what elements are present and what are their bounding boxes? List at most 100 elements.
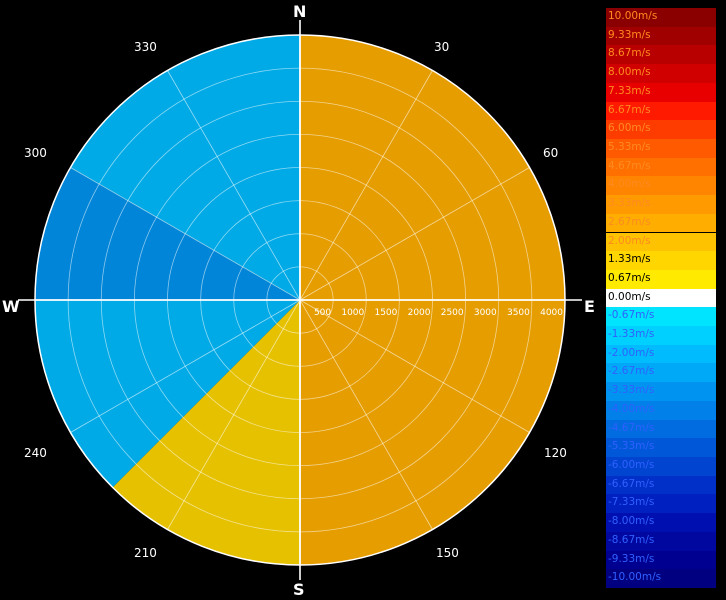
legend-row: 1.33m/s <box>606 251 722 270</box>
velocity-color-legend: 10.00m/s 9.33m/s 8.67m/s 8.00m/s 7.33m/s 6.67… <box>606 8 722 588</box>
legend-label: -3.33m/s <box>608 384 655 397</box>
legend-swatch <box>606 531 716 551</box>
legend-label: 8.00m/s <box>608 66 651 79</box>
legend-swatch <box>606 475 716 495</box>
legend-swatch <box>606 45 716 65</box>
range-label-2000: 2000 <box>408 308 431 318</box>
legend-swatch <box>606 251 716 270</box>
azimuth-label-150: 150 <box>436 546 459 560</box>
legend-swatch <box>606 157 716 177</box>
range-label-1000: 1000 <box>341 308 364 318</box>
legend-swatch <box>606 419 716 439</box>
legend-swatch <box>606 307 716 327</box>
azimuth-spoke-120 <box>299 299 530 433</box>
legend-swatch <box>606 382 716 401</box>
legend-swatch <box>606 494 716 514</box>
legend-swatch <box>606 195 716 214</box>
velocity-sector-4 <box>35 167 300 300</box>
legend-label: 2.67m/s <box>608 215 651 228</box>
legend-label: 8.67m/s <box>608 47 651 60</box>
legend-row: 7.33m/s <box>606 82 722 102</box>
azimuth-label-240: 240 <box>24 446 47 460</box>
legend-label: -9.33m/s <box>608 552 655 565</box>
range-label-1500: 1500 <box>374 308 397 318</box>
radar-ppi-display: 500 1000 1500 2000 2500 3000 3500 4000 <box>18 20 582 580</box>
legend-row: 8.00m/s <box>606 64 722 83</box>
velocity-sector-3 <box>35 300 300 488</box>
velocity-sector-0 <box>300 35 565 300</box>
compass-east-label: E <box>584 297 595 316</box>
legend-row: 6.67m/s <box>606 101 722 121</box>
legend-label: -2.00m/s <box>608 346 655 359</box>
legend-swatch <box>606 138 716 158</box>
legend-row: -10.00m/s <box>606 569 722 588</box>
legend-swatch <box>606 26 716 46</box>
legend-label: 9.33m/s <box>608 28 651 41</box>
legend-row: -2.00m/s <box>606 344 722 364</box>
legend-label: 2.00m/s <box>608 234 651 247</box>
legend-label: 5.33m/s <box>608 140 651 153</box>
legend-label: 4.00m/s <box>608 178 651 191</box>
legend-swatch <box>606 400 716 420</box>
legend-label: 10.00m/s <box>608 10 658 22</box>
legend-swatch <box>606 64 716 83</box>
legend-swatch <box>606 176 716 196</box>
legend-label: 3.33m/s <box>608 197 651 210</box>
azimuth-spoke-300 <box>70 167 301 301</box>
legend-row: -8.67m/s <box>606 531 722 551</box>
legend-label: -6.67m/s <box>608 477 655 490</box>
range-label-3000: 3000 <box>474 308 497 318</box>
legend-row: 9.33m/s <box>606 26 722 46</box>
legend-swatch <box>606 326 716 345</box>
legend-row: 2.00m/s <box>606 232 722 252</box>
legend-swatch <box>606 269 716 289</box>
legend-label: -6.00m/s <box>608 459 655 472</box>
legend-label: -10.00m/s <box>608 571 662 584</box>
legend-row: 8.67m/s <box>606 45 722 65</box>
legend-row: -6.00m/s <box>606 457 722 476</box>
legend-row: -7.33m/s <box>606 494 722 514</box>
range-labels: 500 1000 1500 2000 2500 3000 3500 4000 <box>314 308 563 318</box>
legend-row: 0.00m/s <box>606 288 722 308</box>
legend-label: 6.00m/s <box>608 122 651 135</box>
azimuth-label-60: 60 <box>543 146 559 160</box>
azimuth-spoke-30 <box>299 70 433 301</box>
azimuth-label-30: 30 <box>434 40 450 54</box>
compass-west-label: W <box>2 297 20 316</box>
legend-label: 6.67m/s <box>608 103 651 116</box>
legend-row: -1.33m/s <box>606 326 722 345</box>
legend-row: -6.67m/s <box>606 475 722 495</box>
azimuth-spoke-210 <box>167 299 301 530</box>
legend-swatch <box>606 513 716 532</box>
range-label-500: 500 <box>314 308 331 318</box>
legend-label: -4.67m/s <box>608 421 655 434</box>
legend-swatch <box>606 8 716 27</box>
legend-row: 4.00m/s <box>606 176 722 196</box>
legend-row: -0.67m/s <box>606 307 722 327</box>
legend-row: -4.00m/s <box>606 400 722 420</box>
legend-label: -4.00m/s <box>608 402 655 415</box>
legend-label: 4.67m/s <box>608 159 651 172</box>
legend-label: 1.33m/s <box>608 253 651 266</box>
compass-south-label: S <box>293 580 305 599</box>
legend-swatch <box>606 438 716 457</box>
legend-row: -8.00m/s <box>606 513 722 532</box>
velocity-sector-1 <box>300 300 565 565</box>
velocity-data-layer <box>35 35 565 565</box>
legend-label: -8.67m/s <box>608 533 655 546</box>
legend-swatch <box>606 82 716 102</box>
legend-swatch <box>606 213 716 233</box>
legend-row: 3.33m/s <box>606 195 722 214</box>
azimuth-spoke-330 <box>167 70 301 301</box>
azimuth-label-120: 120 <box>544 446 567 460</box>
legend-label: 7.33m/s <box>608 84 651 97</box>
legend-label: -5.33m/s <box>608 440 655 453</box>
legend-row: 2.67m/s <box>606 213 722 233</box>
legend-swatch <box>606 363 716 383</box>
legend-row: -2.67m/s <box>606 363 722 383</box>
legend-row: 10.00m/s <box>606 8 722 27</box>
velocity-sector-2 <box>112 300 300 565</box>
range-label-3500: 3500 <box>507 308 530 318</box>
legend-swatch <box>606 344 716 364</box>
legend-swatch <box>606 288 716 308</box>
